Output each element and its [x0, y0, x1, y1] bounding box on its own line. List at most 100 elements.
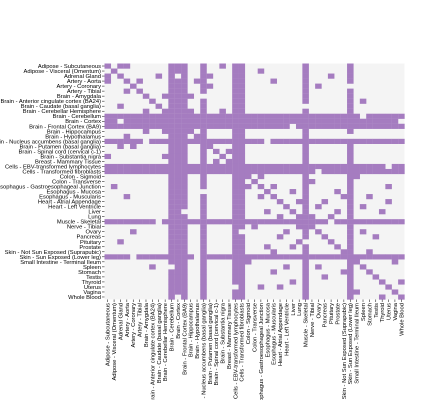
- heatmap-cell: [161, 123, 169, 129]
- heatmap-cell: [181, 294, 188, 300]
- heatmap-cell: [225, 123, 233, 129]
- heatmap-cell: [200, 113, 207, 119]
- heatmap-cell: [347, 138, 354, 144]
- heatmap-cell: [181, 269, 188, 275]
- heatmap-cell: [193, 123, 201, 129]
- heatmap-cell: [232, 254, 239, 260]
- heatmap-cell: [168, 68, 175, 74]
- heatmap-cell: [353, 289, 360, 295]
- column-label: Skin - Not Sun Exposed (Suprapubic): [342, 303, 348, 399]
- heatmap-cell: [161, 219, 169, 225]
- column-label: Prostate: [335, 303, 341, 325]
- heatmap-cell: [385, 118, 392, 124]
- heatmap-cell: [372, 113, 380, 119]
- heatmap-cell: [200, 294, 207, 300]
- heatmap-cell: [238, 264, 246, 270]
- heatmap-cell: [238, 194, 246, 200]
- heatmap-cell: [238, 259, 246, 265]
- heatmap-cell: [181, 148, 188, 155]
- heatmap-cell: [302, 294, 309, 300]
- heatmap-cell: [283, 229, 290, 235]
- heatmap-cell: [136, 118, 143, 124]
- column-label: Small Intestine - Terminal Ileum: [355, 303, 361, 384]
- heatmap-cell: [347, 219, 354, 225]
- row-label: Colon - Sigmoid: [60, 174, 101, 180]
- heatmap-cell: [232, 178, 239, 185]
- heatmap-cell: [181, 123, 188, 129]
- heatmap-cell: [232, 184, 239, 190]
- heatmap-cell: [110, 184, 118, 190]
- heatmap-cell: [232, 128, 239, 134]
- heatmap-cell: [340, 123, 348, 129]
- heatmap-cell: [232, 143, 239, 150]
- heatmap-cell: [181, 168, 188, 175]
- heatmap-cell: [181, 73, 188, 79]
- heatmap-cell: [238, 123, 246, 129]
- row-label: Adipose - Visceral (Omentum): [23, 69, 101, 75]
- heatmap-cell: [353, 254, 360, 260]
- row-label: Skin - Sun Exposed (Lower leg): [19, 255, 101, 261]
- heatmap-cell: [168, 163, 175, 170]
- heatmap-cell: [353, 259, 360, 265]
- heatmap-cell: [161, 163, 169, 170]
- heatmap-cell: [232, 98, 239, 104]
- heatmap-cell: [302, 123, 309, 129]
- heatmap-cell: [219, 219, 226, 225]
- heatmap-cell: [123, 194, 131, 200]
- heatmap-cell: [168, 158, 175, 165]
- heatmap-cell: [366, 194, 373, 200]
- heatmap-cell: [193, 163, 201, 170]
- heatmap-cell: [238, 244, 246, 250]
- heatmap-cell: [347, 254, 354, 260]
- heatmap-cell: [181, 153, 188, 160]
- heatmap-cell: [238, 163, 246, 170]
- column-labels: Adipose - Subcutaneous Adipose - Visceral…: [106, 299, 405, 405]
- heatmap-cell: [257, 118, 265, 124]
- heatmap-cell: [257, 219, 265, 225]
- heatmap-cell: [264, 209, 271, 215]
- column-label: Uterus: [387, 303, 393, 320]
- heatmap-cell: [385, 219, 392, 225]
- heatmap-cell: [289, 168, 297, 175]
- heatmap-cell: [174, 199, 182, 205]
- row-label: Brain - Substantia nigra: [40, 154, 101, 160]
- heatmap-cell: [244, 118, 252, 124]
- heatmap-cell: [200, 158, 207, 165]
- heatmap-cell: [161, 108, 169, 114]
- heatmap-cell: [378, 113, 386, 119]
- heatmap-cell: [238, 284, 246, 290]
- column-label: Artery - Aorta: [125, 302, 131, 337]
- heatmap-cell: [257, 184, 265, 190]
- row-label: Stomach: [78, 270, 101, 276]
- heatmap-cell: [181, 138, 188, 144]
- heatmap-cell: [232, 229, 239, 235]
- heatmap-cell: [213, 123, 220, 129]
- heatmap-cell: [334, 189, 341, 195]
- heatmap-cell: [149, 123, 156, 129]
- heatmap-cell: [391, 163, 399, 170]
- heatmap-cell: [385, 284, 392, 290]
- row-label: Heart - Left Ventricle: [48, 205, 101, 211]
- heatmap-cell: [174, 284, 182, 290]
- heatmap-cell: [347, 168, 354, 175]
- heatmap-cell: [283, 118, 290, 124]
- heatmap-cell: [181, 189, 188, 195]
- heatmap-cell: [372, 254, 380, 260]
- column-label: Skin - Sun Exposed (Lower leg): [348, 303, 354, 385]
- heatmap-cell: [251, 224, 258, 230]
- row-label: Brain - Caudate (basal ganglia): [21, 104, 101, 110]
- heatmap-cell: [340, 168, 348, 175]
- heatmap-cell: [200, 148, 207, 155]
- heatmap-cell: [200, 133, 207, 139]
- heatmap-cell: [174, 68, 182, 74]
- heatmap-cell: [193, 133, 201, 139]
- heatmap-cell: [181, 264, 188, 270]
- heatmap-cell: [168, 199, 175, 205]
- heatmap-cell: [232, 204, 239, 210]
- heatmap-cell: [225, 148, 233, 155]
- heatmap-cell: [302, 143, 309, 150]
- heatmap-cell: [174, 184, 182, 190]
- heatmap-cell: [289, 254, 297, 260]
- heatmap-cell: [181, 239, 188, 245]
